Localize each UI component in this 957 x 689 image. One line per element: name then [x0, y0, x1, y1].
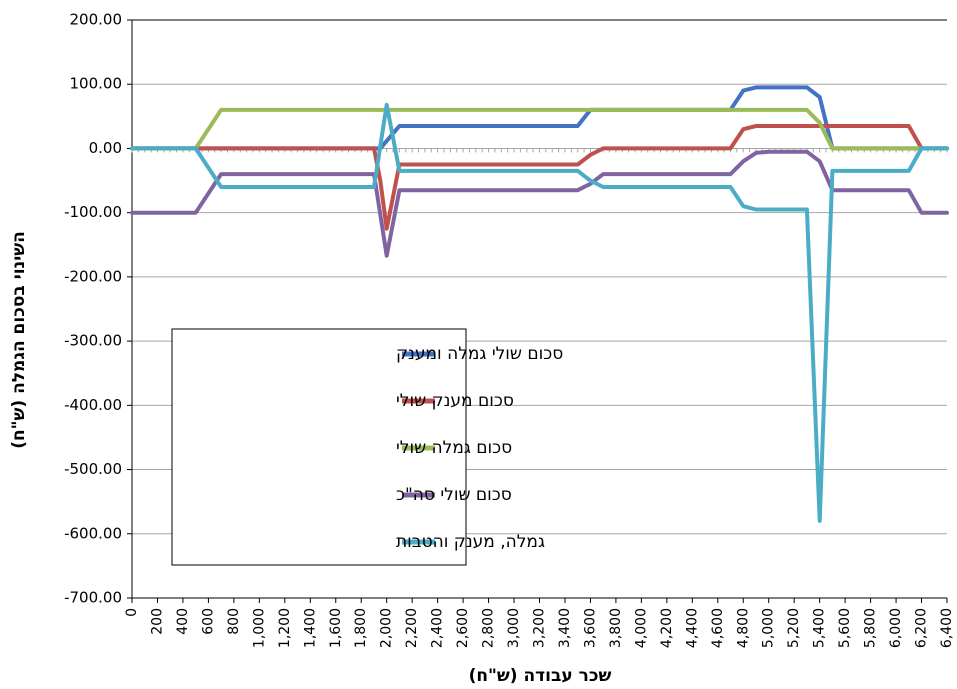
x-tick-label: 4,400 — [684, 608, 700, 648]
y-tick-label: -600.00 — [64, 524, 122, 542]
x-tick-label: 1,800 — [353, 608, 369, 648]
legend-label: גמלה, מענק והטבות — [396, 532, 545, 552]
x-tick-label: 1,400 — [302, 608, 318, 648]
x-tick-label: 4,800 — [735, 608, 751, 648]
x-tick-label: 400 — [175, 608, 191, 635]
y-tick-label: -700.00 — [64, 589, 122, 607]
x-tick-label: 2,000 — [379, 608, 395, 648]
x-tick-label: 0 — [124, 608, 140, 617]
y-tick-label: 0.00 — [89, 139, 122, 157]
x-tick-label: 2,800 — [481, 608, 497, 648]
x-tick-label: 6,400 — [939, 608, 955, 648]
x-tick-label: 2,200 — [404, 608, 420, 648]
x-tick-label: 3,800 — [608, 608, 624, 648]
y-tick-label: -500.00 — [64, 460, 122, 478]
x-tick-label: 3,600 — [582, 608, 598, 648]
x-tick-label: 200 — [149, 608, 165, 635]
legend-label: סכום שולי סה"כ — [396, 485, 512, 505]
x-tick-label: 5,400 — [812, 608, 828, 648]
x-tick-label: 5,600 — [837, 608, 853, 648]
y-axis-title: השינוי בסכום הגמלה (ש"ח) — [9, 231, 29, 449]
x-tick-label: 3,200 — [532, 608, 548, 648]
x-tick-label: 5,000 — [761, 608, 777, 648]
x-tick-label: 4,600 — [710, 608, 726, 648]
series-line — [130, 107, 949, 151]
legend: סכום שולי גמלה ומענק סכום מענק שולי סכום ג… — [171, 328, 563, 566]
x-tick-label: 3,000 — [506, 608, 522, 648]
series-line — [130, 85, 949, 151]
x-tick-label: 2,400 — [430, 608, 446, 648]
x-tick-label: 1,600 — [328, 608, 344, 648]
legend-label: סכום מענק שולי — [396, 391, 514, 411]
x-tick-label: 6,200 — [914, 608, 930, 648]
x-tick-label: 4,000 — [633, 608, 649, 648]
series-line — [130, 149, 949, 258]
y-tick-label: -100.00 — [64, 203, 122, 221]
x-tick-label: 5,800 — [863, 608, 879, 648]
y-tick-label: -400.00 — [64, 396, 122, 414]
y-tick-label: 100.00 — [70, 75, 123, 93]
x-tick-label: 1,000 — [251, 608, 267, 648]
y-tick-label: -200.00 — [64, 267, 122, 285]
y-tick-label: 200.00 — [70, 11, 123, 29]
y-axis-ticks: 200.00 100.00 0.00 -100.00 -200.00 -300.00 -40… — [64, 11, 132, 607]
x-tick-label: 6,000 — [888, 608, 904, 648]
x-tick-label: 600 — [200, 608, 216, 635]
series-lines — [130, 85, 949, 523]
legend-label: סכום גמלה שולי — [396, 438, 512, 458]
x-axis-ticks: 0 200 400 600 800 1,000 1,200 1,400 1,600 1,800 2,… — [124, 598, 955, 648]
x-tick-label: 800 — [226, 608, 242, 635]
x-tick-label: 3,400 — [557, 608, 573, 648]
x-tick-label: 5,200 — [786, 608, 802, 648]
series-line — [130, 102, 949, 523]
legend-label: סכום שולי גמלה ומענק — [396, 344, 563, 364]
y-tick-label: -300.00 — [64, 332, 122, 350]
x-tick-label: 4,200 — [659, 608, 675, 648]
series-line — [130, 124, 949, 231]
x-tick-label: 1,200 — [277, 608, 293, 648]
x-tick-label: 2,600 — [455, 608, 471, 648]
x-axis-title: שכר עבודה (ש"ח) — [469, 666, 612, 686]
